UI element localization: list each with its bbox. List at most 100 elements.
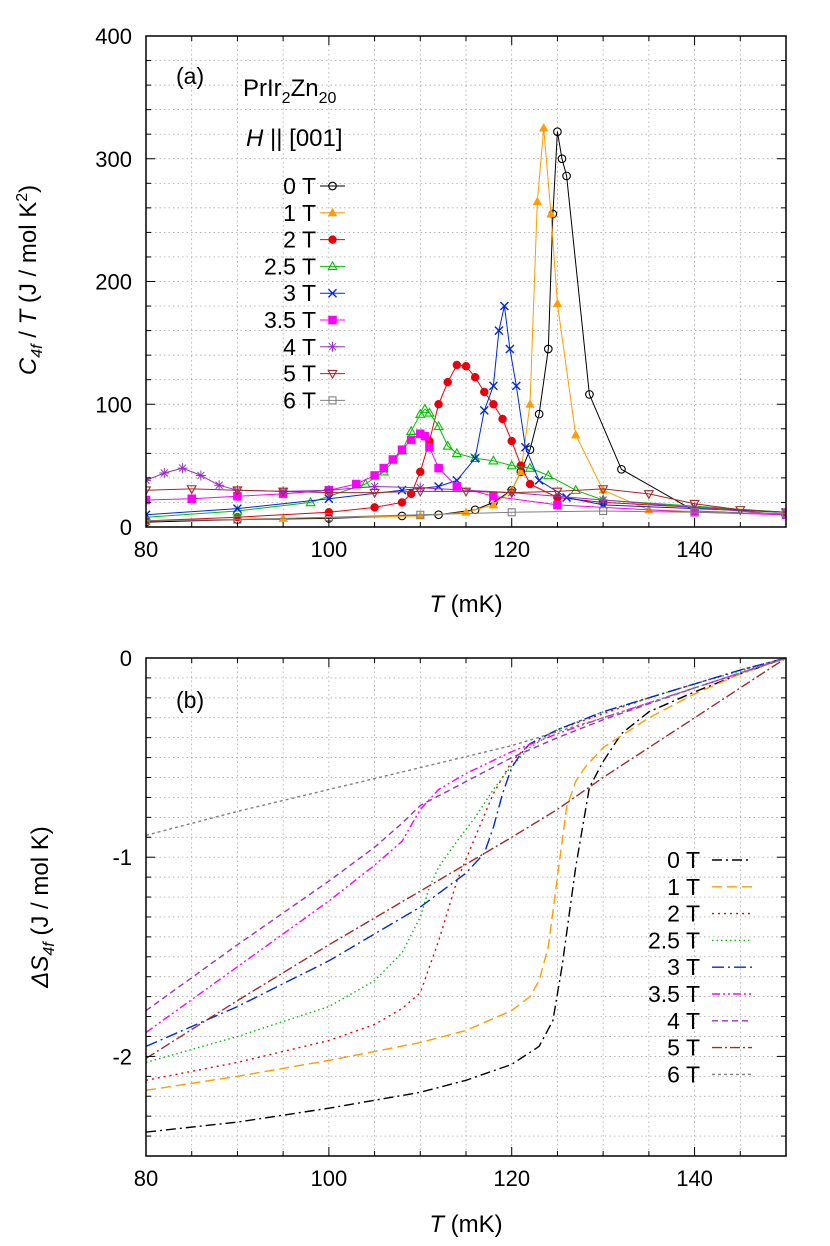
legend-label: 4 T xyxy=(667,1008,700,1034)
legend-label: 1 T xyxy=(667,874,700,900)
legend-label: 0 T xyxy=(283,173,316,199)
data-point xyxy=(552,487,563,498)
panel-a-legend: 0 T1 T2 T2.5 T3 T3.5 T4 T5 T6 T xyxy=(264,173,345,413)
data-point xyxy=(489,492,498,501)
y-tick-label-200: 200 xyxy=(95,270,132,295)
data-point xyxy=(397,445,407,454)
data-point xyxy=(532,196,543,206)
data-point xyxy=(506,459,517,470)
xlabel-b-units: (mK) xyxy=(444,1211,503,1238)
xlabel-b-t: T xyxy=(429,1211,446,1238)
panel-b-series xyxy=(146,658,786,1133)
data-point xyxy=(489,400,498,409)
series-line-2-t xyxy=(146,364,786,522)
series-line-0-t xyxy=(146,658,786,1133)
data-point xyxy=(511,381,521,391)
data-point xyxy=(538,123,549,132)
data-point xyxy=(524,462,536,472)
data-point xyxy=(379,463,388,473)
data-point xyxy=(420,431,430,441)
series-0-t xyxy=(146,127,786,527)
data-point xyxy=(553,127,562,137)
data-point xyxy=(552,298,563,308)
y-tick-label-300: 300 xyxy=(95,147,132,172)
data-point xyxy=(598,494,609,505)
series-line-3-t xyxy=(146,658,786,1048)
y-tick-label-0: 0 xyxy=(120,646,132,671)
data-point xyxy=(434,463,443,473)
data-point xyxy=(159,467,170,478)
data-point xyxy=(488,381,498,391)
data-point xyxy=(369,481,380,492)
data-point xyxy=(498,414,507,424)
panel-b-entropy: 80 100 120 140 -2 -1 0 (b) 0 T1 T2 T2.5 T3 T3.… xyxy=(27,646,787,1238)
series-line-6-t xyxy=(146,510,786,522)
legend-label: 3 T xyxy=(283,280,316,306)
data-point xyxy=(232,504,242,514)
ylabel-t: T xyxy=(15,307,42,324)
series-line-6-t xyxy=(146,658,786,836)
data-point xyxy=(419,403,431,413)
data-point xyxy=(534,409,544,419)
data-point xyxy=(146,486,152,496)
data-point xyxy=(416,510,425,519)
data-point xyxy=(324,494,334,504)
y-tick-label-400: 400 xyxy=(95,24,132,49)
data-point xyxy=(644,504,654,514)
ylabel-s-sub: 4f xyxy=(41,941,58,956)
ylabel-c-sub: 4f xyxy=(29,343,46,358)
data-point xyxy=(553,500,562,510)
data-point xyxy=(452,360,462,370)
data-point xyxy=(442,440,453,450)
data-point xyxy=(469,452,481,463)
plot-area xyxy=(146,123,786,527)
data-point xyxy=(470,372,480,382)
data-point xyxy=(415,487,426,498)
data-point xyxy=(416,467,425,477)
data-point xyxy=(177,463,188,474)
data-point xyxy=(460,487,472,498)
data-point xyxy=(617,464,626,474)
xlabel-units: (mK) xyxy=(444,591,503,618)
data-point xyxy=(388,455,398,464)
ylabel-close: ) xyxy=(15,185,42,193)
plot-area xyxy=(146,658,786,1133)
data-point xyxy=(186,485,197,495)
series-line-1-t xyxy=(146,658,786,1091)
legend-item-0-t: 0 T xyxy=(283,173,345,199)
data-point xyxy=(470,453,480,463)
legend-marker xyxy=(328,396,337,405)
panel-b-legend: 0 T1 T2 T2.5 T3 T3.5 T4 T5 T6 T xyxy=(648,847,752,1087)
legend-label: 5 T xyxy=(283,361,316,387)
data-point xyxy=(494,326,504,336)
legend-item-2-t: 2 T xyxy=(667,901,752,927)
data-point xyxy=(570,429,581,439)
data-point xyxy=(369,488,380,499)
data-point xyxy=(479,405,489,415)
data-point xyxy=(352,479,361,489)
legend-item-6-t: 6 T xyxy=(283,387,345,413)
data-point xyxy=(187,494,196,504)
legend-marker xyxy=(327,369,338,380)
data-point xyxy=(553,493,562,502)
data-point xyxy=(546,208,556,218)
panel-a-label: (a) xyxy=(176,63,204,89)
data-point xyxy=(451,447,463,458)
series-2-t xyxy=(146,658,786,1081)
data-point xyxy=(433,420,444,431)
legend-item-5-t: 5 T xyxy=(283,361,345,387)
data-point xyxy=(585,390,594,399)
data-point xyxy=(488,499,499,509)
legend-marker xyxy=(328,315,337,325)
x-tick-label-140: 140 xyxy=(676,1166,713,1191)
y-tick-label-0: 0 xyxy=(120,515,132,540)
legend-item-2-5-t: 2.5 T xyxy=(648,927,752,953)
data-point xyxy=(370,471,379,480)
data-point xyxy=(480,387,489,397)
panel-b-gridlines xyxy=(146,658,786,1156)
data-point xyxy=(643,490,655,500)
compound-base: PrIr xyxy=(243,75,282,102)
series-line-3-t xyxy=(146,305,786,516)
x-tick-label-80: 80 xyxy=(134,1166,158,1191)
